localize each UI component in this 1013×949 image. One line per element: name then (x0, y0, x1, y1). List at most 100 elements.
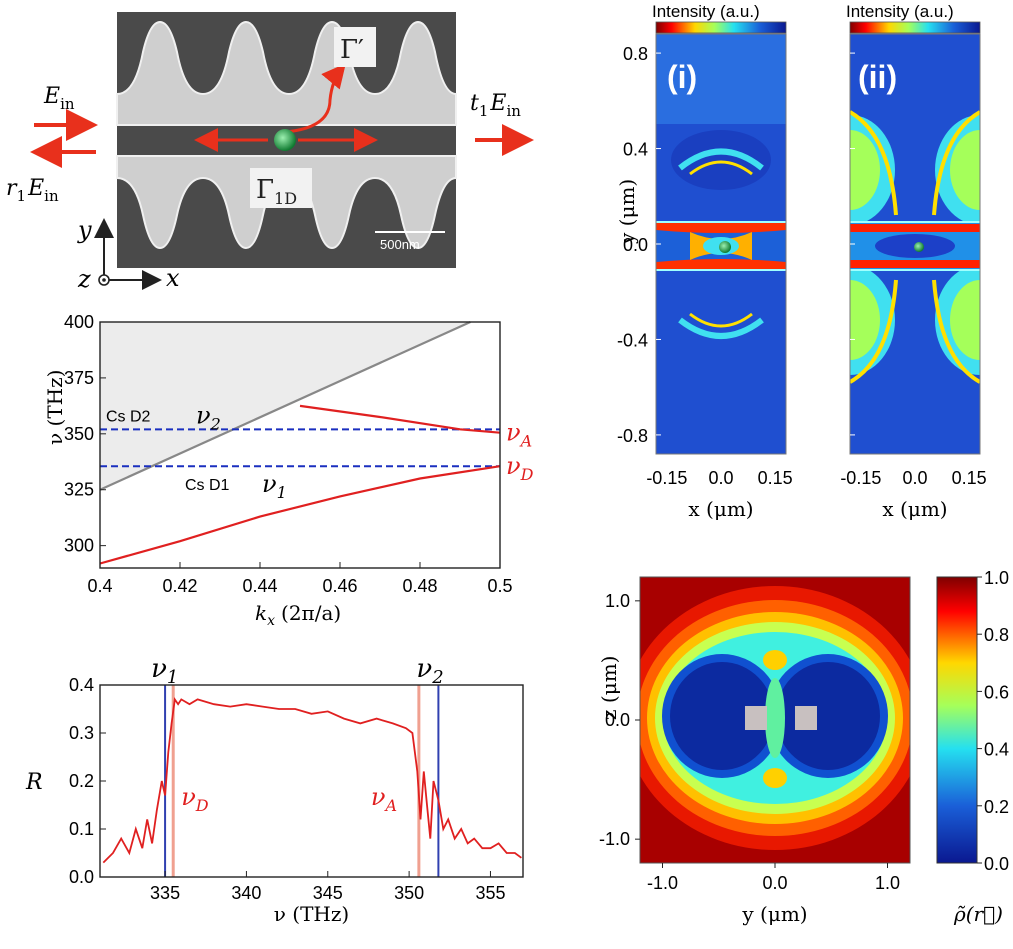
band-ytick-label: 300 (64, 536, 94, 556)
intensity-map-ii (850, 34, 980, 454)
intensity-ytick-label: 0.4 (623, 140, 648, 160)
refl-xtick-label: 340 (231, 883, 261, 903)
colorbar-label: ρ̃(r⃗) (953, 902, 1003, 926)
intensity-map-i (656, 34, 786, 454)
band-ytick-label: 325 (64, 480, 94, 500)
atom (274, 129, 296, 151)
band-edge-label-D: νD (506, 452, 534, 484)
density-xlabel: y (μm) (741, 902, 807, 926)
density-axes: -1.0 0.0 1.0 1.0 0.0 -1.0 y (μm) z (μm) 1.0 0.8 0.… (597, 568, 1009, 926)
refl-nuD-label: νD (181, 783, 209, 815)
colorbar-tick-label: 0.8 (984, 625, 1009, 645)
band-xtick-label: 0.44 (242, 576, 277, 596)
refl-nu1-label: ν1 (151, 654, 178, 688)
upper-band (299, 404, 501, 434)
density-ylabel: z (μm) (597, 656, 621, 720)
axis-y-label: y (77, 216, 92, 244)
lower-band (99, 465, 501, 565)
intensity-xlabel: x (μm) (882, 497, 947, 521)
band-xtick-label: 0.48 (402, 576, 437, 596)
intensity-xtick-label: 0.15 (758, 468, 793, 488)
intensity-xtick-label: -0.15 (646, 468, 687, 488)
intensity-colorbar-i (655, 21, 787, 34)
band-diagram: 0.4 0.42 0.44 0.46 0.48 0.5 300 325 350 375 400 ν (… (43, 312, 534, 629)
density-colorbar (936, 576, 978, 864)
intensity-ylabel: y (μm) (615, 179, 639, 245)
intensity-axes: 0.80.40.0-0.4-0.8-0.15 0.0 0.15x (μm)-0.15… (615, 44, 987, 521)
refl-xlabel: ν (THz) (274, 902, 349, 926)
intensity-xtick-label: -0.15 (840, 468, 881, 488)
intensity-maps: Intensity (a.u.) Intensity (a.u.) (i) (652, 2, 981, 455)
density-xtick-label: 1.0 (875, 873, 900, 893)
gamma-prime-box (334, 27, 376, 67)
density-ytick-label: -1.0 (599, 829, 630, 849)
band-frame (99, 321, 501, 569)
density-xtick-label: -1.0 (647, 873, 678, 893)
band-xtick-label: 0.5 (487, 576, 512, 596)
band-ytick-label: 400 (64, 312, 94, 332)
gamma-1d-label: Γ1D (256, 175, 297, 208)
emission-gamma-prime-arrow (284, 63, 346, 134)
refl-ytick-label: 0.1 (69, 819, 94, 839)
intensity-ytick-label: -0.8 (617, 426, 648, 446)
refl-ytick-label: 0.4 (69, 675, 94, 695)
refl-ylabel: R (25, 770, 43, 795)
scale-bar-label: 500nm (380, 237, 420, 252)
band-xtick-label: 0.4 (87, 576, 112, 596)
input-field-label: Ein (43, 84, 75, 113)
intensity-xtick-label: 0.15 (952, 468, 987, 488)
band-edge-label-A: νA (506, 419, 532, 451)
refl-xtick-label: 345 (313, 883, 343, 903)
band-ytick-label: 375 (64, 368, 94, 388)
refl-xtick-label: 355 (475, 883, 505, 903)
waveguide-cross-section-right (795, 706, 817, 730)
refl-ytick-label: 0.3 (69, 723, 94, 743)
waveguide-cross-section-left (745, 706, 767, 730)
reflectance-trace (102, 696, 522, 864)
nu1-label: ν1 (262, 470, 287, 502)
intensity-ytick-label: 0.0 (623, 235, 648, 255)
cs-d2-label: Cs D2 (106, 408, 151, 425)
axis-z-label: z (77, 265, 91, 293)
intensity-colorbar-label-ii: Intensity (a.u.) (846, 2, 954, 21)
band-xtick-label: 0.42 (162, 576, 197, 596)
cs-d1-label: Cs D1 (185, 477, 230, 494)
colorbar-tick-label: 0.6 (984, 682, 1009, 702)
band-xtick-label: 0.46 (322, 576, 357, 596)
band-ytick-label: 350 (64, 424, 94, 444)
density-ytick-label: 1.0 (605, 591, 630, 611)
light-line (99, 320, 471, 491)
colorbar-tick-label: 0.0 (984, 854, 1009, 874)
band-xlabel: kx (2π/a) (255, 601, 341, 629)
band-ylabel: ν (THz) (43, 370, 67, 445)
intensity-xlabel: x (μm) (688, 497, 753, 521)
intensity-xtick-label: 0.0 (708, 468, 733, 488)
density-map (639, 576, 978, 864)
density-xtick-label: 0.0 (762, 873, 787, 893)
gamma-1d-box (250, 168, 312, 208)
waveguide-schematic: 500nm Γ′ Γ1D Ein r1Ein t1Ein y x z (6, 12, 534, 293)
reflected-field-label: r1Ein (6, 176, 59, 205)
refl-xtick-label: 335 (150, 883, 180, 903)
refl-xtick-label: 350 (394, 883, 424, 903)
refl-ytick-label: 0.0 (69, 867, 94, 887)
refl-nu2-label: ν2 (416, 654, 443, 688)
gamma-prime-label: Γ′ (340, 35, 364, 65)
intensity-xtick-label: 0.0 (902, 468, 927, 488)
axis-x-label: x (166, 264, 180, 292)
colorbar-tick-label: 0.2 (984, 797, 1009, 817)
colorbar-tick-label: 0.4 (984, 740, 1009, 760)
intensity-colorbar-ii (849, 21, 981, 34)
axis-z-dot (102, 278, 106, 282)
intensity-ytick-label: -0.4 (617, 330, 648, 350)
colorbar-tick-label: 1.0 (984, 568, 1009, 588)
transmitted-field-label: t1Ein (470, 91, 521, 120)
panel-label-ii: (ii) (858, 59, 897, 95)
nu2-label: ν2 (196, 401, 221, 433)
panel-label-i: (i) (667, 59, 697, 95)
intensity-colorbar-label-i: Intensity (a.u.) (652, 2, 760, 21)
intensity-ytick-label: 0.8 (623, 44, 648, 64)
refl-ytick-label: 0.2 (69, 771, 94, 791)
